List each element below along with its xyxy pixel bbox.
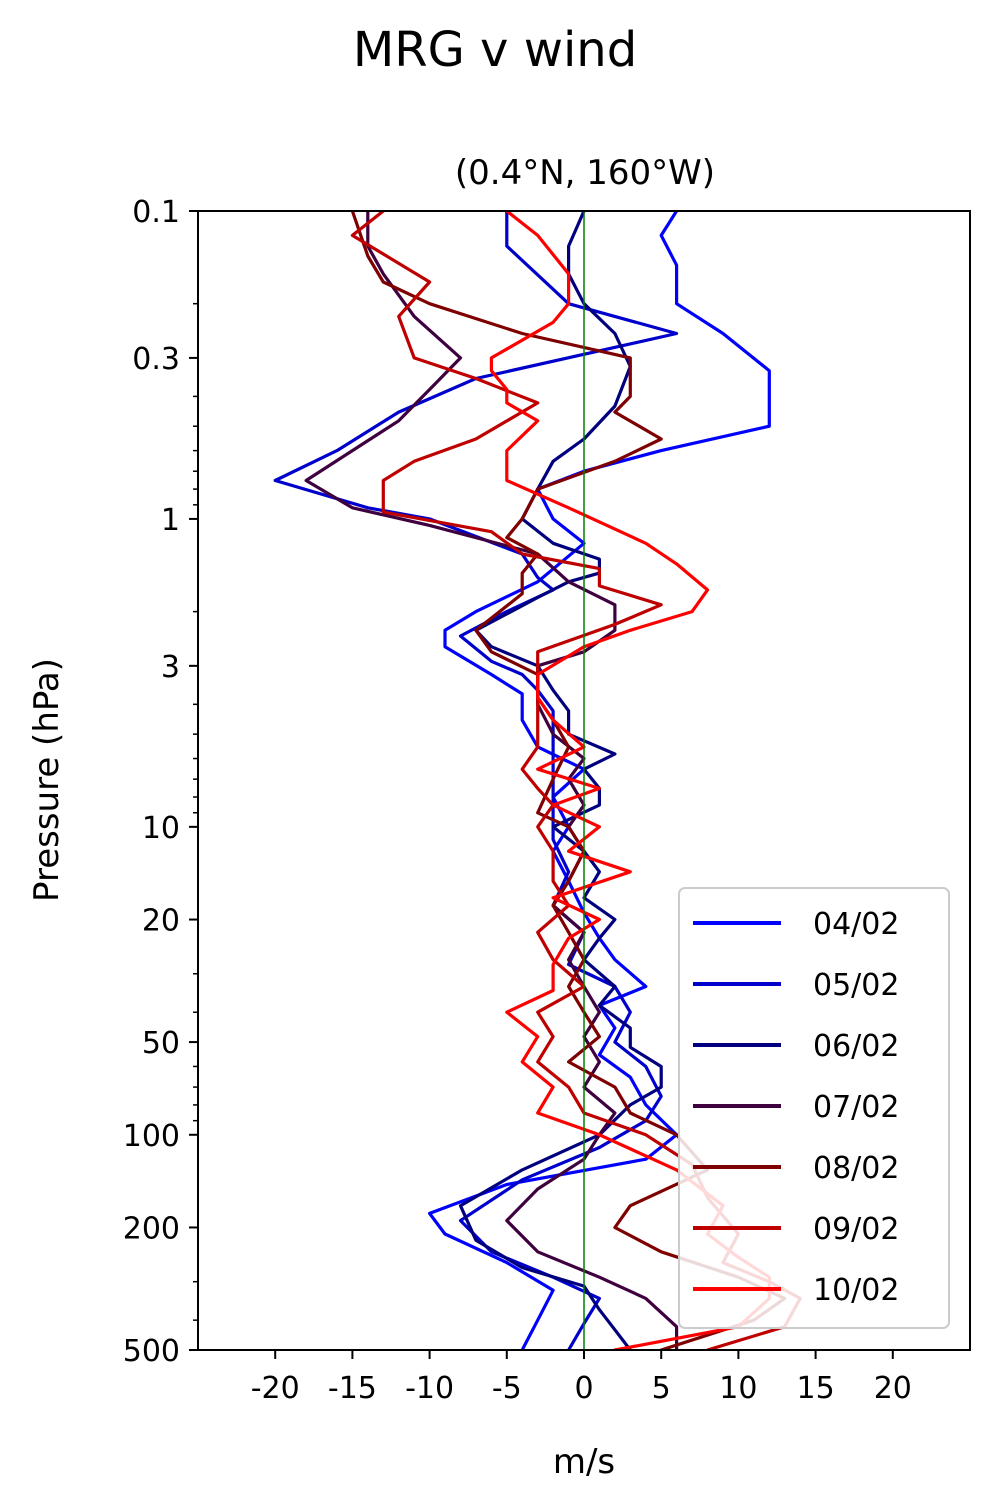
x-tick-label: 20 [874, 1371, 912, 1406]
legend-label: 06/02 [813, 1029, 899, 1064]
x-axis-label: m/s [553, 1442, 615, 1482]
legend-label: 09/02 [813, 1212, 899, 1247]
legend: 04/02 05/02 06/02 07/02 08/02 09/02 10/02 [678, 887, 950, 1329]
y-tick-label: 0.1 [132, 195, 180, 230]
series-line-4 [304, 211, 679, 1350]
series-line-7 [489, 211, 771, 1350]
legend-label: 05/02 [813, 968, 899, 1003]
legend-label: 07/02 [813, 1090, 899, 1125]
x-tick-label: 5 [652, 1371, 671, 1406]
x-tick-label: 0 [574, 1371, 593, 1406]
y-tick-label: 0.3 [132, 342, 180, 377]
x-tick-label: 15 [797, 1371, 835, 1406]
y-tick-label: 100 [123, 1119, 180, 1154]
y-tick-label: 10 [142, 811, 180, 846]
legend-label: 04/02 [813, 907, 899, 942]
ticks-layer: -20 -15 -10 -5 0 5 10 15 20 0.1 0.3 1 3 10 20 50 100 200 5… [123, 195, 912, 1406]
legend-box [678, 887, 950, 1329]
y-axis-label: Pressure (hPa) [27, 658, 67, 902]
series-line-6 [350, 211, 802, 1350]
x-tick-label: -5 [492, 1371, 522, 1406]
series-layer [273, 211, 802, 1350]
y-tick-label: 3 [161, 650, 180, 685]
x-tick-label: -20 [251, 1371, 300, 1406]
chart-title: MRG v wind [352, 22, 638, 78]
legend-label: 08/02 [813, 1151, 899, 1186]
series-line-2 [273, 211, 679, 1350]
x-tick-label: 10 [719, 1371, 757, 1406]
x-tick-label: -15 [328, 1371, 377, 1406]
y-tick-label: 50 [142, 1026, 180, 1061]
y-tick-label: 500 [123, 1334, 180, 1369]
y-tick-label: 200 [123, 1211, 180, 1246]
y-tick-label: 20 [142, 904, 180, 939]
legend-label: 10/02 [813, 1273, 899, 1308]
y-tick-label: 1 [161, 503, 180, 538]
chart-subtitle: (0.4°N, 160°W) [455, 153, 715, 193]
x-tick-label: -10 [405, 1371, 454, 1406]
